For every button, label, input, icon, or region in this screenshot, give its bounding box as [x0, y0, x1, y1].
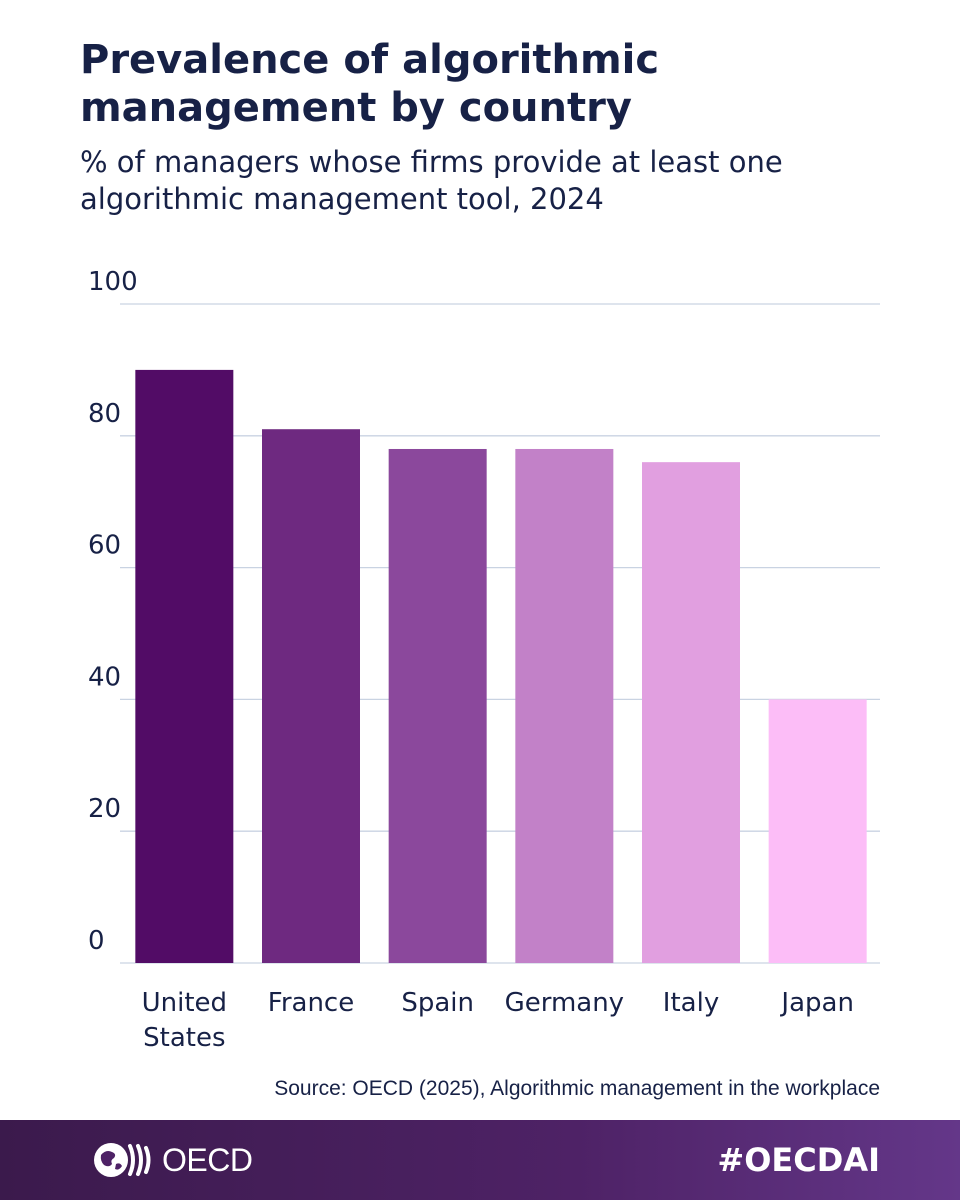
x-tick-label: Japan	[779, 988, 854, 1018]
x-tick-label: Italy	[663, 988, 719, 1018]
chart-title: Prevalence of algorithmic management by …	[80, 37, 660, 131]
bar	[388, 448, 487, 963]
logo-text: OECD	[162, 1141, 253, 1178]
y-tick-label: 20	[88, 794, 121, 824]
gridlines	[120, 303, 880, 964]
x-tick-label: United States	[142, 988, 227, 1053]
bar	[135, 369, 234, 963]
source-note: Source: OECD (2025), Algorithmic managem…	[274, 1077, 880, 1100]
x-tick-label: France	[268, 988, 354, 1018]
y-tick-label: 0	[88, 926, 105, 956]
bar	[262, 429, 360, 963]
y-tick-label: 60	[88, 531, 121, 561]
bar	[768, 699, 867, 963]
bar	[642, 462, 740, 963]
x-tick-label: Spain	[401, 988, 474, 1018]
hashtag[interactable]: #OECDAI	[717, 1141, 880, 1179]
x-axis-labels: United States France Spain Germany Italy Japan	[142, 988, 854, 1053]
bar-chart: 0 20 40 60 80 100 United States France Spain Germ…	[88, 267, 880, 1053]
bar	[515, 448, 614, 963]
chart-subtitle: % of managers whose firms provide at lea…	[80, 145, 783, 216]
y-tick-label: 100	[88, 267, 138, 297]
y-tick-label: 40	[88, 662, 121, 692]
oecd-logo: OECD	[92, 1140, 253, 1180]
oecd-globe-icon	[94, 1143, 151, 1177]
y-axis-ticks: 0 20 40 60 80 100	[88, 267, 138, 956]
footer-bar: OECD #OECDAI	[0, 1120, 960, 1200]
bars	[135, 369, 867, 963]
x-tick-label: Germany	[505, 988, 625, 1018]
y-tick-label: 80	[88, 399, 121, 429]
